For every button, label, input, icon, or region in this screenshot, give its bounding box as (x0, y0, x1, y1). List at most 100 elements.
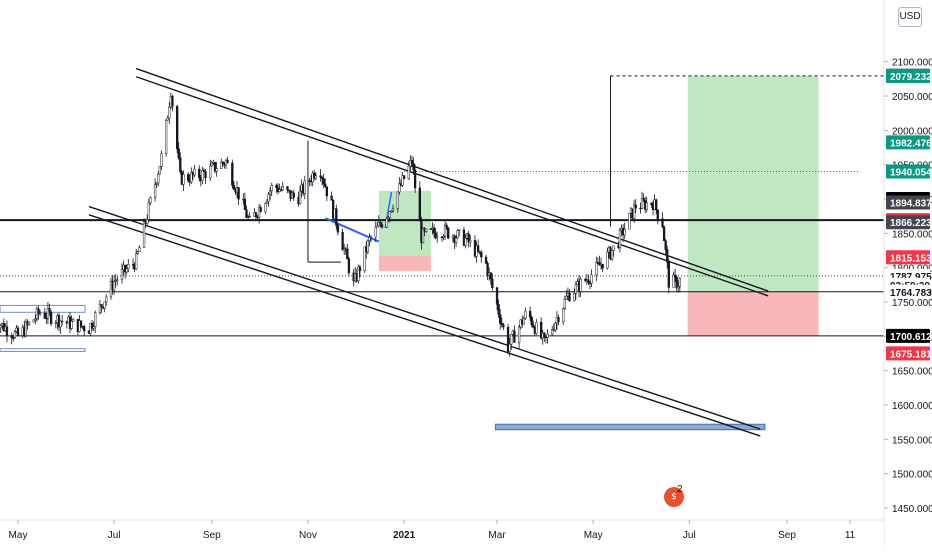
candle-body (322, 178, 325, 185)
candle-body (92, 326, 95, 329)
candle-body (292, 192, 295, 198)
candle-body (98, 304, 102, 314)
candle-body (366, 240, 369, 253)
candle-body (72, 318, 75, 322)
y-tick-label: 1750.000 (892, 298, 932, 309)
candle-body (114, 280, 117, 282)
y-tick-label: 1850.000 (892, 229, 932, 240)
candle-body (443, 224, 447, 237)
candle-body (458, 229, 461, 231)
candle-body (495, 287, 499, 305)
price-label-text: 2079.232 (890, 72, 932, 83)
candle-body (314, 175, 317, 179)
candle-body (204, 171, 207, 179)
candle-body (38, 312, 42, 315)
x-tick-label: 2021 (393, 530, 416, 541)
candle-body (215, 168, 218, 172)
candle-body (407, 165, 410, 179)
candle-body (546, 333, 549, 338)
candle-body (540, 321, 543, 339)
y-tick-label: 2050.000 (892, 92, 932, 103)
consolidation-box (0, 304, 86, 313)
candle-body (264, 202, 267, 212)
candle-body (610, 250, 614, 260)
candle-body (176, 106, 179, 150)
candle-body (226, 159, 229, 164)
price-label-badge (886, 346, 930, 361)
candle-body (363, 246, 366, 272)
candle-body (254, 212, 258, 218)
small-position-loss-zone (378, 255, 431, 272)
candle-body (268, 190, 272, 195)
candle-body (171, 95, 174, 107)
consolidation-box (0, 348, 86, 352)
candle-body (574, 284, 577, 294)
candle-body (59, 320, 62, 328)
candle-body (601, 263, 604, 269)
candle-body (138, 247, 141, 252)
price-label-badge (886, 135, 930, 150)
candle-body (388, 211, 392, 219)
candle-body (201, 170, 204, 181)
price-label-text: 1982.476 (890, 138, 932, 149)
candle-body (675, 276, 678, 289)
candle-body (678, 278, 681, 287)
candle-body (257, 207, 261, 218)
candle-body (522, 317, 525, 325)
currency-badge[interactable]: USD (898, 7, 922, 27)
price-label-text: 1764.783 (890, 288, 932, 299)
candle-body (390, 210, 393, 212)
candle-body (396, 191, 399, 209)
candle-body (499, 314, 502, 324)
y-tick-label: 1650.000 (892, 367, 932, 378)
candle-body (149, 197, 152, 204)
candle-body (286, 186, 289, 191)
candle-body (83, 326, 86, 332)
candle-body (10, 335, 13, 339)
candle-body (508, 343, 511, 352)
candle-body (385, 218, 388, 228)
trend-channel-line (135, 67, 769, 292)
candle-body (157, 173, 160, 184)
candle-body (103, 301, 106, 309)
earnings-event-icon[interactable]: $ (664, 487, 684, 507)
candle-body (100, 304, 103, 308)
candle-body (153, 184, 157, 198)
candle-body (677, 286, 680, 289)
price-label-badge (886, 215, 930, 230)
candle-body (656, 209, 659, 219)
candle-body (210, 163, 213, 167)
x-tick-label: 11 (845, 530, 856, 541)
candle-body (142, 221, 146, 248)
candle-body (645, 202, 648, 210)
price-label-badge (886, 328, 930, 343)
candle-body (447, 227, 450, 239)
candle-body (489, 272, 492, 280)
candles-group (0, 92, 681, 357)
trend-channel-line (88, 214, 761, 437)
price-label-text: 1940.054 (890, 167, 932, 178)
candle-body (418, 187, 421, 222)
candle-body (135, 253, 138, 270)
candle-body (664, 240, 667, 250)
candle-body (579, 279, 582, 292)
candle-body (37, 308, 40, 315)
candle-body (325, 186, 329, 197)
candle-body (160, 153, 163, 167)
candle-body (202, 170, 206, 172)
candle-body (484, 256, 488, 264)
candle-body (618, 230, 622, 248)
candle-body (434, 232, 437, 239)
candle-body (432, 227, 436, 234)
candle-body (391, 208, 395, 211)
candle-body (105, 296, 108, 303)
candle-body (190, 171, 193, 183)
candle-body (187, 174, 190, 181)
candle-body (155, 182, 158, 185)
candle-body (528, 310, 532, 318)
candle-body (476, 245, 480, 252)
x-tick-label: Mar (488, 530, 506, 541)
candle-body (513, 330, 516, 343)
